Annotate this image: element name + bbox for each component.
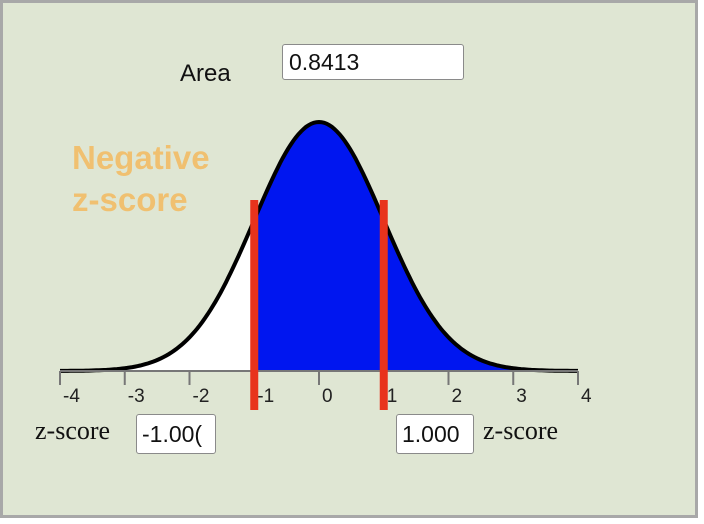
axis-tick-label: 3 [516, 386, 527, 407]
unshaded-left-region [60, 220, 255, 371]
axis-tick-label: -2 [193, 386, 210, 407]
left-bound-marker[interactable] [250, 200, 259, 410]
left-zscore-label: z-score [35, 416, 111, 445]
axis-tick-label: 4 [581, 386, 592, 407]
right-bound-marker[interactable] [379, 200, 388, 410]
axis-tick-label: 1 [387, 386, 398, 407]
x-axis-ticks: -4 -3 -2 -1 0 1 2 3 4 [59, 371, 592, 407]
right-zscore-input[interactable]: 1.000 [396, 414, 474, 454]
axis-tick-label: -3 [128, 386, 145, 407]
axis-tick-label: -4 [63, 386, 80, 407]
right-zscore-label: z-score [483, 416, 559, 445]
area-value-field[interactable]: 0.8413 [282, 44, 464, 80]
shaded-area-region [254, 122, 579, 371]
left-zscore-input[interactable]: -1.00( [136, 414, 216, 454]
axis-tick-label: 0 [322, 386, 333, 407]
annotation-text: Negative z-score [72, 139, 210, 218]
area-label: Area [180, 60, 231, 87]
density-curve [60, 119, 578, 373]
negative-zscore-annotation: Negative z-score [72, 137, 210, 221]
axis-tick-label: -1 [257, 386, 274, 407]
axis-tick-label: 2 [452, 386, 463, 407]
